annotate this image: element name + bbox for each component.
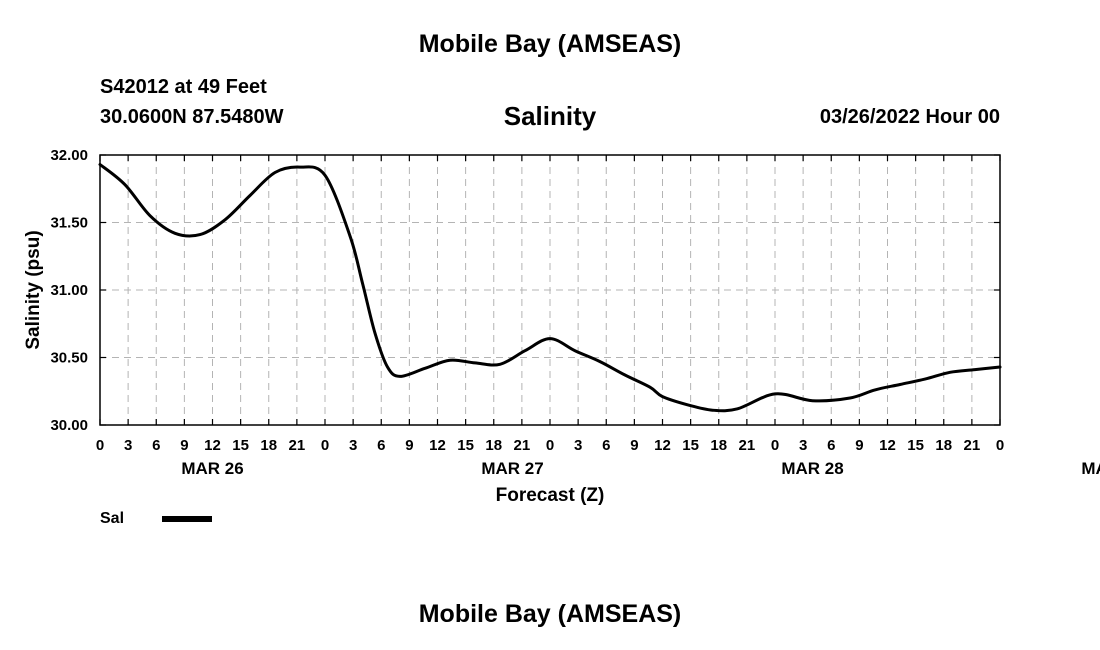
x-tick-label: 12 [429, 437, 446, 454]
y-tick-label: 30.00 [50, 417, 88, 434]
x-tick-label: 12 [879, 437, 896, 454]
x-tick-label: 3 [349, 437, 357, 454]
y-tick-label: 31.00 [50, 282, 88, 299]
x-tick-label: 21 [964, 437, 981, 454]
x-tick-label: 0 [321, 437, 329, 454]
x-tick-label: 12 [204, 437, 221, 454]
station-label: S42012 at 49 Feet [100, 76, 267, 98]
x-tick-label: 3 [799, 437, 807, 454]
x-axis-ticks: 0 3 6 9 12 15 18 21 0 3 6 9 12 15 18 21 0 3 6 9 12 15 18 21 0 3 6 9… [96, 155, 1004, 454]
x-tick-label: 6 [377, 437, 385, 454]
x-axis-label: Forecast (Z) [496, 485, 605, 506]
x-tick-label: 15 [907, 437, 924, 454]
grid-lines [100, 155, 1000, 425]
x-tick-label: 18 [485, 437, 502, 454]
y-tick-label: 31.50 [50, 215, 88, 232]
x-tick-label: 6 [827, 437, 835, 454]
x-tick-label: 6 [152, 437, 160, 454]
x-tick-label: 21 [289, 437, 306, 454]
x-tick-label: 12 [654, 437, 671, 454]
variable-title: Salinity [503, 101, 597, 131]
x-tick-label: 6 [602, 437, 610, 454]
x-tick-label: 9 [855, 437, 863, 454]
x-tick-label: 9 [630, 437, 638, 454]
x-tick-label: 21 [514, 437, 531, 454]
x-tick-label: 15 [682, 437, 699, 454]
x-tick-label: 15 [232, 437, 249, 454]
day-labels: MAR 26 MAR 27 MAR 28 MAR 29 [181, 459, 1100, 478]
x-tick-label: 18 [710, 437, 727, 454]
y-axis-ticks: 30.00 30.50 31.00 31.50 32.00 [50, 147, 1000, 434]
x-tick-label: 9 [180, 437, 188, 454]
y-axis-label: Salinity (psu) [23, 230, 44, 349]
x-tick-label: 0 [96, 437, 104, 454]
day-label: MAR 29 [1081, 459, 1100, 478]
x-tick-label: 0 [996, 437, 1004, 454]
x-tick-label: 9 [405, 437, 413, 454]
series-line-sal [98, 163, 1002, 413]
x-tick-label: 18 [935, 437, 952, 454]
x-tick-label: 18 [260, 437, 277, 454]
day-label: MAR 28 [781, 459, 843, 478]
legend-label: Sal [100, 510, 125, 527]
x-tick-label: 0 [546, 437, 554, 454]
x-tick-label: 15 [457, 437, 474, 454]
legend-swatch [162, 516, 212, 522]
day-label: MAR 27 [481, 459, 543, 478]
station-coordinates: 30.0600N 87.5480W [100, 106, 284, 128]
day-label: MAR 26 [181, 459, 243, 478]
chart-title: Mobile Bay (AMSEAS) [418, 30, 682, 58]
x-tick-label: 0 [771, 437, 779, 454]
x-tick-label: 3 [124, 437, 132, 454]
x-tick-label: 3 [574, 437, 582, 454]
footer-title: Mobile Bay (AMSEAS) [418, 600, 682, 628]
y-tick-label: 32.00 [50, 147, 88, 164]
forecast-datetime: 03/26/2022 Hour 00 [819, 106, 1000, 128]
x-tick-label: 21 [739, 437, 756, 454]
y-tick-label: 30.50 [50, 350, 88, 367]
